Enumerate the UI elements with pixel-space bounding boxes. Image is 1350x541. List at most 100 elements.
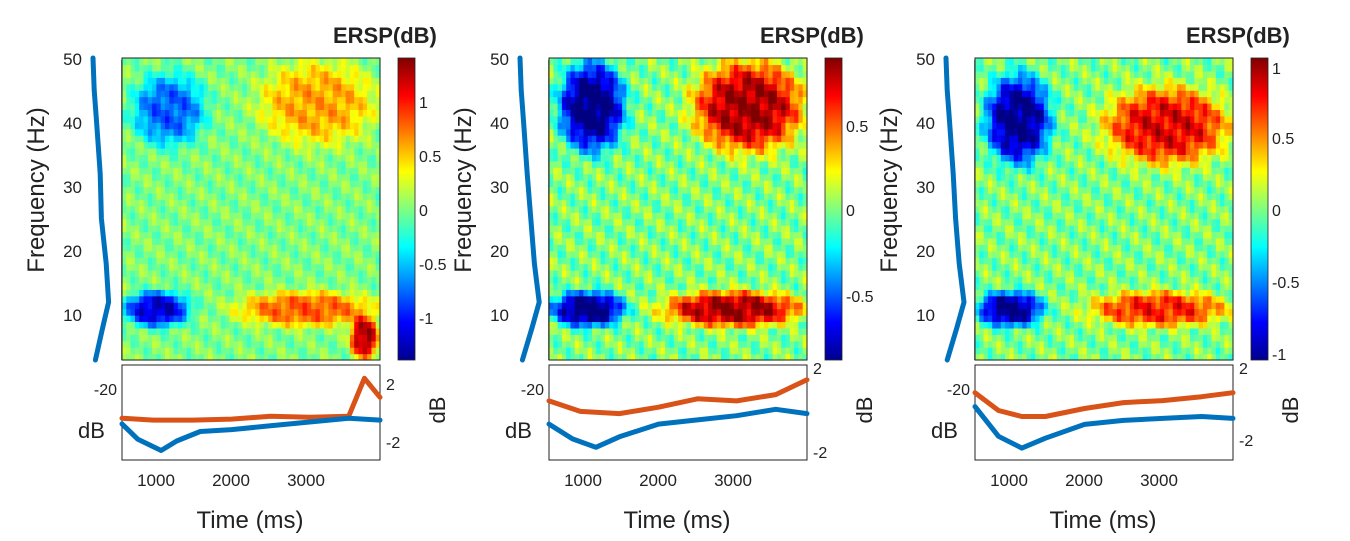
heatmap-cell: [349, 302, 355, 310]
heatmap-cell: [678, 147, 683, 155]
heatmap-cell: [617, 205, 623, 213]
heatmap-cell: [341, 135, 347, 143]
heatmap-cell: [272, 282, 278, 290]
heatmap-cell: [216, 295, 222, 303]
heatmap-cell: [354, 212, 360, 220]
heatmap-cell: [604, 282, 610, 290]
heatmap-cell: [294, 327, 299, 335]
heatmap-cell: [613, 199, 619, 207]
heatmap-cell: [272, 141, 278, 149]
heatmap-cell: [354, 199, 360, 207]
heatmap-cell: [212, 263, 218, 271]
heatmap-cell: [281, 173, 286, 181]
heatmap-cell: [678, 263, 683, 271]
heatmap-cell: [220, 244, 226, 252]
heatmap-cell: [746, 347, 752, 355]
heatmap-cell: [768, 340, 774, 348]
heatmap-cell: [173, 102, 179, 111]
heatmap-cell: [746, 218, 752, 226]
heatmap-cell: [738, 257, 744, 265]
heatmap-cell: [281, 90, 286, 98]
heatmap-cell: [345, 270, 351, 278]
heatmap-cell: [703, 141, 709, 149]
heatmap-cell: [647, 276, 653, 284]
heatmap-cell: [695, 199, 701, 207]
heatmap-cell: [566, 270, 572, 278]
heatmap-cell: [216, 205, 222, 213]
heatmap-cell: [216, 231, 222, 239]
heatmap-cell: [358, 225, 364, 233]
heatmap-cell: [259, 199, 265, 207]
heatmap-cell: [319, 199, 325, 207]
heatmap-cell: [553, 347, 559, 355]
heatmap-cell: [216, 244, 222, 252]
heatmap-cell: [785, 270, 791, 278]
heatmap-cell: [177, 77, 183, 85]
heatmap-cell: [156, 77, 162, 85]
heatmap-cell: [203, 192, 209, 200]
heatmap-cell: [690, 308, 696, 316]
heatmap-cell: [315, 90, 321, 98]
heatmap-cell: [746, 237, 752, 245]
heatmap-cell: [789, 141, 795, 149]
heatmap-cell: [557, 270, 563, 278]
heatmap-cell: [375, 64, 381, 72]
heatmap-cell: [134, 167, 140, 175]
heatmap-cell: [233, 231, 239, 239]
heatmap-cell: [367, 334, 372, 342]
heatmap-cell: [203, 83, 209, 91]
heatmap-cell: [242, 244, 248, 252]
heatmap-cell: [678, 205, 683, 213]
heatmap-cell: [587, 315, 593, 323]
heatmap-cell: [246, 257, 252, 265]
heatmap-cell: [126, 231, 132, 239]
heatmap-cell: [272, 160, 278, 168]
heatmap-cell: [759, 225, 765, 233]
heatmap-cell: [362, 58, 368, 66]
heatmap-cell: [656, 192, 662, 200]
heatmap-cell: [371, 160, 377, 168]
heatmap-cell: [561, 302, 567, 310]
heatmap-cell: [716, 167, 722, 175]
heatmap-cell: [626, 289, 632, 297]
heatmap-cell: [259, 173, 265, 181]
heatmap-cell: [341, 154, 347, 162]
heatmap-cell: [263, 237, 269, 245]
heatmap-cell: [583, 353, 589, 361]
heatmap-cell: [367, 237, 372, 245]
heatmap-cell: [122, 90, 127, 98]
heatmap-cell: [177, 315, 183, 323]
heatmap-cell: [298, 154, 304, 162]
heatmap-cell: [216, 77, 222, 85]
heatmap-cell: [139, 237, 145, 245]
heatmap-cell: [281, 167, 286, 175]
heatmap-cell: [583, 186, 589, 194]
heatmap-cell: [682, 167, 688, 175]
heatmap-cell: [122, 199, 127, 207]
heatmap-cell: [358, 327, 364, 335]
heatmap-cell: [122, 96, 127, 104]
heatmap-cell: [281, 199, 286, 207]
heatmap-cell: [169, 225, 175, 233]
heatmap-cell: [794, 147, 799, 155]
heatmap-cell: [251, 102, 256, 111]
heatmap-cell: [160, 334, 166, 342]
heatmap-cell: [587, 347, 593, 355]
heatmap-cell: [276, 225, 282, 233]
heatmap-cell: [246, 64, 252, 72]
heatmap-cell: [574, 289, 580, 297]
heatmap-cell: [298, 90, 304, 98]
heatmap-cell: [764, 270, 769, 278]
heatmap-cell: [156, 180, 162, 188]
heatmap-cell: [255, 167, 261, 175]
heatmap-cell: [255, 70, 261, 78]
heatmap-cell: [570, 205, 576, 213]
heatmap-cell: [708, 154, 713, 162]
heatmap-cell: [190, 327, 196, 335]
heatmap-cell: [570, 302, 576, 310]
heatmap-cell: [708, 340, 713, 348]
heatmap-cell: [721, 154, 726, 162]
heatmap-cell: [263, 315, 269, 323]
heatmap-cell: [225, 186, 231, 194]
heatmap-cell: [354, 128, 360, 136]
